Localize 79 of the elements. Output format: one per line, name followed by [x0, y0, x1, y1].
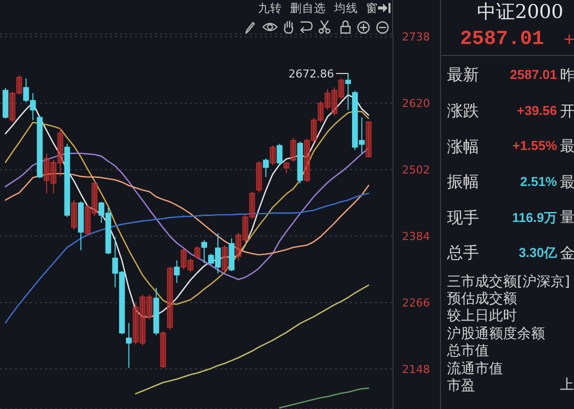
y-tick-label: 2620 — [402, 97, 430, 110]
category-label: 最新 — [447, 65, 479, 85]
line-series — [4, 192, 370, 324]
category-label: 沪股通额度余额 — [447, 326, 545, 343]
candlestick — [310, 117, 317, 144]
category-label: 预估成交额 — [447, 291, 517, 308]
candlestick — [338, 78, 344, 100]
y-tick-label: 2502 — [402, 164, 430, 177]
text: 窗 — [366, 1, 378, 15]
candlestick — [284, 161, 290, 174]
y-tick-label: 2384 — [402, 230, 430, 244]
text: 删自选 — [290, 1, 326, 15]
candlestick — [194, 246, 200, 260]
text: 中证2000 — [477, 0, 564, 24]
candlestick — [262, 158, 269, 178]
category-label: 振幅 — [447, 172, 479, 192]
candlestick — [57, 128, 64, 177]
candlestick — [174, 260, 180, 284]
candlestick — [324, 88, 330, 111]
candlestick — [318, 100, 324, 123]
candlestick — [92, 180, 98, 216]
candlestick — [249, 191, 256, 220]
category-label: 最 — [560, 172, 574, 191]
text: 2.51% — [520, 174, 557, 189]
candlestick — [140, 294, 146, 346]
y-tick-label: 2266 — [402, 296, 430, 310]
candlestick — [160, 330, 166, 368]
candlestick — [50, 159, 56, 194]
category-label: 流通市值 — [447, 360, 503, 378]
candlestick — [366, 120, 372, 158]
candlestick — [276, 143, 282, 166]
candlestick — [222, 244, 228, 273]
candlestick — [71, 200, 77, 230]
text: +1.55% — [512, 138, 557, 154]
candlestick — [188, 258, 194, 273]
y-tick-label: 2148 — [402, 362, 430, 376]
text: +39.56 — [516, 102, 557, 118]
line-series — [278, 388, 370, 409]
text: 九转 — [258, 1, 282, 15]
y-tick-label: 2738 — [402, 30, 430, 44]
candlestick — [132, 302, 139, 345]
category-label: 量 — [560, 208, 574, 226]
candlestick — [201, 240, 208, 264]
candlestick — [146, 294, 152, 320]
candlestick — [270, 144, 276, 166]
category-label: 涨跌 — [447, 101, 479, 120]
text: + — [563, 29, 574, 49]
candlestick — [236, 232, 242, 262]
candlestick — [44, 152, 50, 194]
candlestick — [290, 138, 296, 162]
candlestick — [331, 86, 338, 116]
category-label: 现手 — [447, 208, 479, 227]
candlestick — [304, 138, 310, 183]
category-label: 总手 — [447, 243, 479, 263]
category-label: 上 — [560, 377, 574, 394]
category-label: 市盈 — [447, 378, 475, 395]
text: 均线 — [334, 1, 358, 15]
category-label: 三市成交额[沪深京] — [447, 274, 570, 290]
category-label: 金 — [560, 244, 574, 262]
candlestick — [180, 248, 187, 270]
category-label: 较上日此时 — [447, 308, 517, 326]
text: 3.30亿 — [518, 245, 557, 260]
candlestick — [84, 204, 91, 236]
line-series — [4, 148, 370, 280]
candlestick — [242, 214, 248, 244]
text: 2587.01 — [510, 67, 557, 82]
category-label: 最 — [560, 137, 574, 156]
category-label: 涨幅 — [447, 136, 479, 156]
text: 2587.01 — [460, 28, 544, 52]
candlestick — [345, 72, 351, 111]
candlestick — [16, 74, 22, 95]
category-label: 总市值 — [447, 343, 489, 360]
line-series — [134, 284, 370, 394]
candlestick — [167, 266, 173, 330]
annotation: 2672.86 — [288, 67, 334, 80]
candlestick — [256, 160, 262, 193]
text: 116.9万 — [512, 210, 557, 225]
candlestick — [126, 322, 132, 368]
candlestick — [9, 91, 16, 123]
